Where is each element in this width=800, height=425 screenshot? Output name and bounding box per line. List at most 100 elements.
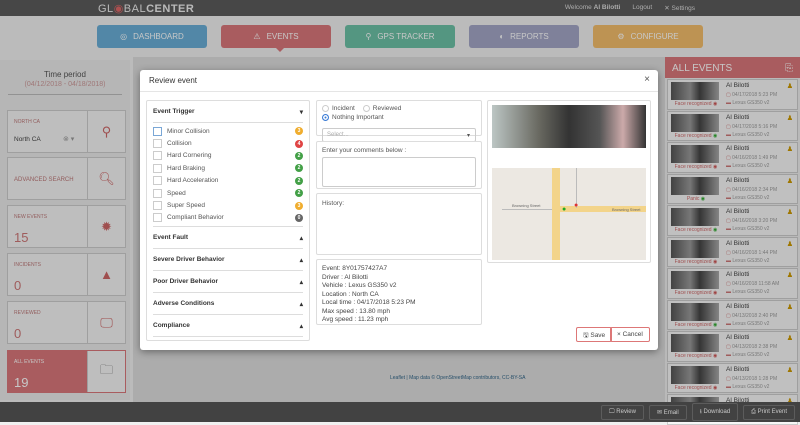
- new-events-card[interactable]: NEW EVENTS 15 ✹: [7, 205, 126, 248]
- event-date: ▢ 04/16/2018 2:34 PM: [726, 186, 778, 193]
- driver-name: Al Bilotti: [726, 176, 750, 184]
- driver-icon: ♟: [787, 397, 793, 405]
- event-video-thumbnail[interactable]: [492, 105, 646, 148]
- section-compliance[interactable]: Compliance ▴: [153, 315, 303, 338]
- trigger-checkbox[interactable]: Compliant Behavior 0: [153, 212, 303, 224]
- comments-textarea[interactable]: [322, 157, 476, 187]
- event-vehicle: ▬ Lexus GS350 v2: [726, 100, 770, 106]
- event-status: Face recognized ◉: [674, 384, 718, 391]
- close-icon[interactable]: ×: [644, 74, 650, 85]
- event-vehicle: ▬ Lexus GS350 v2: [726, 194, 770, 201]
- cancel-button[interactable]: × Cancel: [610, 327, 650, 342]
- alert-badge-icon: ✹: [87, 206, 125, 247]
- section-event-trigger[interactable]: Event Trigger ▾: [153, 101, 303, 123]
- nav-icon: ⚠: [253, 32, 261, 41]
- all-events-card[interactable]: ALL EVENTS 19 🗀︎: [7, 350, 126, 393]
- event-thumbnail: [671, 113, 719, 132]
- trigger-checkbox[interactable]: Speed 2: [153, 187, 303, 199]
- event-list-item[interactable]: Face recognized ◉ Al Bilotti ▢ 04/16/2018 …: [667, 236, 798, 267]
- event-vehicle: ▬ Lexus GS350 v2: [726, 352, 770, 358]
- event-thumbnail: [671, 302, 719, 321]
- driver-icon: ♟: [786, 240, 793, 248]
- trigger-checkbox[interactable]: Collision 4: [153, 137, 303, 149]
- nav-icon: ⚲: [365, 32, 372, 41]
- export-icon[interactable]: ⎘: [785, 63, 793, 74]
- end-marker-icon[interactable]: ●: [574, 202, 579, 209]
- advanced-search-card[interactable]: ADVANCED SEARCH 🔍︎: [7, 157, 126, 200]
- event-list-item[interactable]: Panic ◉ Al Bilotti ▢ 04/16/2018 2:34 PM ▬ L…: [667, 173, 798, 204]
- nav-icon: ◐: [499, 32, 505, 41]
- event-list-item[interactable]: Face recognized ◉ Al Bilotti ▢ 04/17/2018 …: [667, 79, 798, 110]
- count-badge: 2: [295, 189, 303, 198]
- event-thumbnail: [671, 365, 719, 384]
- email-button[interactable]: ✉ Email: [648, 404, 687, 420]
- time-period-range[interactable]: (04/12/2018 - 04/18/2018): [8, 81, 122, 95]
- trigger-checkbox[interactable]: Minor Collision 3: [153, 125, 303, 137]
- radio-incident[interactable]: Incident: [322, 105, 355, 112]
- nav-icon: ⚙: [617, 32, 625, 41]
- nav-reports[interactable]: ◐ REPORTS: [469, 25, 579, 48]
- reviewed-card[interactable]: REVIEWED 0 🖵︎: [7, 301, 126, 344]
- event-list-item[interactable]: Face recognized ◉ Al Bilotti ▢ 04/16/2018 …: [667, 205, 798, 236]
- category-select[interactable]: Select... ▾: [322, 128, 476, 142]
- event-status: Face recognized ◉: [674, 321, 718, 328]
- trigger-checkbox[interactable]: Hard Braking 2: [153, 162, 303, 174]
- count-badge: 0: [295, 213, 303, 222]
- review-status-panel: Incident Reviewed Nothing Important Select…: [316, 100, 482, 142]
- driver-name: Al Bilotti: [726, 334, 750, 341]
- driver-name: Al Bilotti: [726, 145, 750, 152]
- event-list-item[interactable]: Face recognized ◉ Al Bilotti ▢ 04/13/2018 …: [667, 362, 798, 393]
- event-info-line: Event: 8Y01757427A7: [322, 265, 388, 272]
- download-button[interactable]: ⭳ Download: [691, 403, 739, 421]
- print-event-button[interactable]: ⎙ Print Event: [743, 404, 795, 420]
- radio-nothing-important[interactable]: Nothing Important: [322, 114, 384, 121]
- driver-name: Al Bilotti: [726, 208, 750, 215]
- driver-name: Al Bilotti: [726, 302, 750, 310]
- clear-icon[interactable]: ⊗ ▾: [63, 136, 75, 143]
- event-vehicle: ▬ Lexus GS350 v2: [726, 226, 770, 232]
- save-button[interactable]: 🖫 Save: [576, 327, 613, 342]
- section-adverse-conditions[interactable]: Adverse Conditions ▴: [153, 293, 303, 316]
- event-info-line: Max speed : 13.80 mph: [322, 307, 390, 315]
- driver-name: Al Bilotti: [726, 239, 750, 247]
- nav-configure[interactable]: ⚙ CONFIGURE: [593, 25, 703, 48]
- sidebar: Time period (04/12/2018 - 04/18/2018) NO…: [0, 60, 130, 400]
- event-list-item[interactable]: Face recognized ◉ Al Bilotti ▢ 04/13/2018 …: [667, 331, 798, 362]
- driver-name: Al Bilotti: [726, 113, 750, 121]
- event-info-line: Avg speed : 11.23 mph: [322, 316, 389, 323]
- trigger-checkbox[interactable]: Hard Acceleration 2: [153, 175, 303, 187]
- event-date: ▢ 04/17/2018 5:16 PM: [726, 123, 778, 130]
- region-filter[interactable]: NORTH CA North CA ⊗ ▾ ⚲: [7, 110, 126, 153]
- event-status: Face recognized ◉: [674, 164, 718, 170]
- nav-gps-tracker[interactable]: ⚲ GPS TRACKER: [345, 25, 455, 48]
- event-date: ▢ 04/13/2018 2:38 PM: [726, 344, 778, 350]
- event-status: Face recognized ◉: [674, 101, 718, 107]
- event-list-item[interactable]: Face recognized ◉ Al Bilotti ▢ 04/16/2018 …: [667, 268, 798, 299]
- event-list-item[interactable]: Face recognized ◉ Al Bilotti ▢ 04/17/2018 …: [667, 110, 798, 141]
- nav-events[interactable]: ⚠ EVENTS: [221, 25, 331, 52]
- driver-icon: ♟: [786, 114, 793, 122]
- radio-reviewed[interactable]: Reviewed: [362, 105, 401, 112]
- driver-icon: ♟: [786, 335, 793, 342]
- start-marker-icon[interactable]: ●: [562, 206, 567, 213]
- trigger-checkbox[interactable]: Super Speed 3: [153, 199, 303, 211]
- event-info-line: Driver : Al Bilotti: [322, 273, 368, 281]
- driver-name: Al Bilotti: [726, 82, 750, 89]
- section-severe-driver-behavior[interactable]: Severe Driver Behavior ▴: [153, 249, 303, 272]
- map-attribution[interactable]: Leaflet | Map data © OpenStreetMap contr…: [390, 375, 526, 381]
- section-poor-driver-behavior[interactable]: Poor Driver Behavior ▴: [153, 271, 303, 294]
- event-thumbnail: [671, 208, 719, 226]
- event-list-item[interactable]: Face recognized ◉ Al Bilotti ▢ 04/16/2018 …: [667, 142, 798, 173]
- logout-link[interactable]: Logout: [632, 4, 653, 11]
- trigger-checkbox[interactable]: Hard Cornering 2: [153, 150, 303, 162]
- review-button[interactable]: 🖵︎ Review: [600, 404, 644, 420]
- event-list-item[interactable]: Face recognized ◉ Al Bilotti ▢ 04/13/2018 …: [667, 299, 798, 330]
- section-event-fault[interactable]: Event Fault ▴: [153, 227, 303, 250]
- event-vehicle: ▬ Lexus GS350 v2: [726, 257, 770, 264]
- event-map[interactable]: Browning Street Browning Street ● ●: [492, 168, 646, 260]
- incidents-card[interactable]: INCIDENTS 0 ▲: [7, 253, 126, 296]
- street-label: Browning Street: [612, 207, 641, 212]
- comments-label: Enter your comments below :: [322, 147, 407, 154]
- settings-link[interactable]: ✕ Settings: [664, 5, 695, 12]
- nav-dashboard[interactable]: ◎ DASHBOARD: [97, 25, 207, 48]
